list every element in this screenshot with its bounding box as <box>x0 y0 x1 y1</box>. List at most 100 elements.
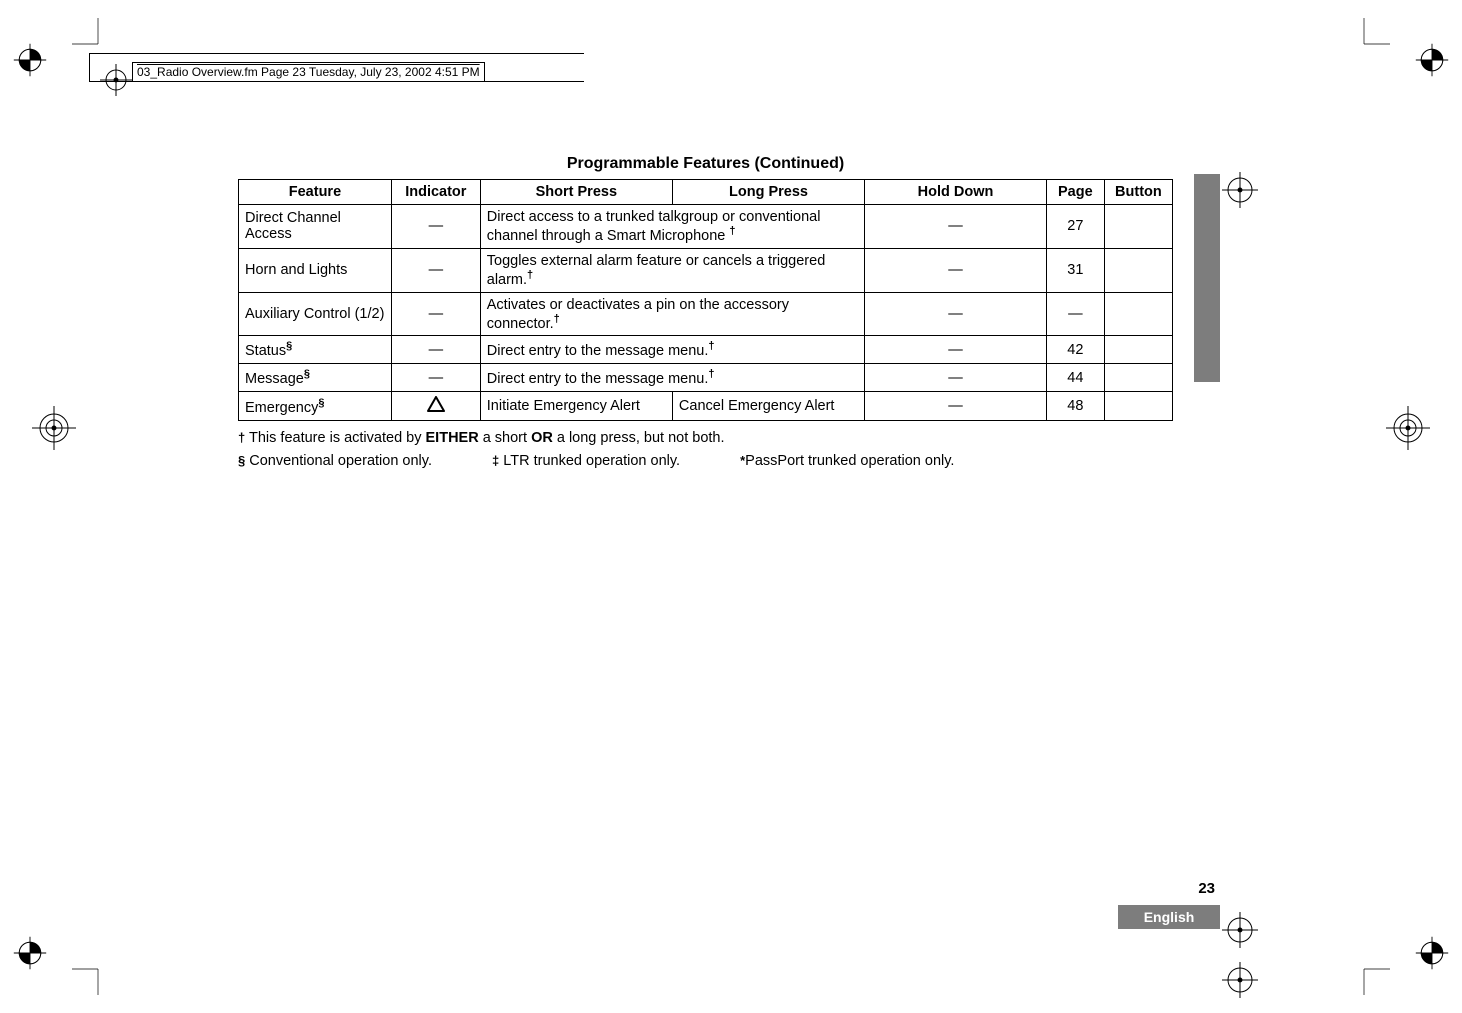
footnote-item: ‡ LTR trunked operation only. <box>492 453 708 469</box>
cell-button <box>1104 364 1172 392</box>
reg-mark-top-left <box>12 42 48 78</box>
footnotes: † This feature is activated by EITHER a … <box>238 427 1173 473</box>
dagger-mark: † <box>708 368 714 380</box>
dagger-mark: † <box>554 313 560 325</box>
cell-hold: — <box>865 364 1047 392</box>
footnote-bold: OR <box>531 430 553 446</box>
col-feature: Feature <box>239 180 392 205</box>
cell-press-text: Direct entry to the message menu. <box>487 371 709 387</box>
cell-hold: — <box>865 336 1047 364</box>
page-number: 23 <box>1198 880 1215 897</box>
cell-feature: Direct Channel Access <box>239 205 392 249</box>
cell-page: 31 <box>1046 248 1104 292</box>
cell-button <box>1104 205 1172 249</box>
col-page: Page <box>1046 180 1104 205</box>
cell-button <box>1104 248 1172 292</box>
page-content: Programmable Features (Continued) Featur… <box>238 155 1173 474</box>
cell-feature-text: Message <box>245 371 304 387</box>
cell-page: — <box>1046 292 1104 336</box>
crosshair-topright-inner <box>1218 168 1262 212</box>
footnote-bold: EITHER <box>426 430 479 446</box>
col-long-press: Long Press <box>672 180 864 205</box>
cell-page: 48 <box>1046 392 1104 421</box>
cell-feature: Auxiliary Control (1/2) <box>239 292 392 336</box>
cell-feature: Horn and Lights <box>239 248 392 292</box>
cell-hold: — <box>865 205 1047 249</box>
cell-press-merged: Direct entry to the message menu.† <box>480 364 864 392</box>
cell-page: 42 <box>1046 336 1104 364</box>
crosshair-right-2 <box>1218 908 1262 952</box>
table-row: Direct Channel Access — Direct access to… <box>239 205 1173 249</box>
section-tab <box>1194 174 1220 382</box>
cell-short-press: Initiate Emergency Alert <box>480 392 672 421</box>
cell-press-text: Activates or deactivates a pin on the ac… <box>487 297 789 332</box>
cell-indicator: — <box>391 336 480 364</box>
col-short-press: Short Press <box>480 180 672 205</box>
cell-indicator: — <box>391 205 480 249</box>
dagger-mark: † <box>527 269 533 281</box>
table-row: Message§ — Direct entry to the message m… <box>239 364 1173 392</box>
footnote-line-1: † This feature is activated by EITHER a … <box>238 427 1173 450</box>
triangle-alert-icon <box>427 396 445 416</box>
cell-long-press: Cancel Emergency Alert <box>672 392 864 421</box>
crop-tr <box>1356 18 1390 52</box>
crosshair-right-3 <box>1218 958 1262 1002</box>
cell-press-text: Toggles external alarm feature or cancel… <box>487 253 826 288</box>
reg-mark-top-right <box>1414 42 1450 78</box>
header-hairline <box>89 53 584 82</box>
cell-button <box>1104 292 1172 336</box>
crosshair-right-1 <box>1386 406 1430 450</box>
cell-page: 27 <box>1046 205 1104 249</box>
section-mark: § <box>286 340 292 352</box>
cell-press-text: Direct access to a trunked talkgroup or … <box>487 209 821 244</box>
table-caption: Programmable Features (Continued) <box>238 155 1173 173</box>
cell-hold: — <box>865 248 1047 292</box>
cell-hold: — <box>865 392 1047 421</box>
dagger-mark: † <box>708 340 714 352</box>
reg-mark-bottom-left <box>12 935 48 971</box>
section-mark: § <box>318 397 324 409</box>
crop-bl <box>72 961 106 995</box>
cell-hold: — <box>865 292 1047 336</box>
footnote-text: This feature is activated by <box>245 430 425 446</box>
footnote-text: LTR trunked operation only. <box>499 453 680 469</box>
section-mark: § <box>304 368 310 380</box>
cell-feature: Emergency§ <box>239 392 392 421</box>
footnote-item: § Conventional operation only. <box>238 453 460 469</box>
cell-press-merged: Direct entry to the message menu.† <box>480 336 864 364</box>
cell-press-merged: Toggles external alarm feature or cancel… <box>480 248 864 292</box>
footnote-item: *PassPort trunked operation only. <box>740 453 982 469</box>
footnote-text: a short <box>479 430 531 446</box>
dagger-mark: † <box>729 225 735 237</box>
cell-press-merged: Activates or deactivates a pin on the ac… <box>480 292 864 336</box>
cell-feature: Status§ <box>239 336 392 364</box>
cell-indicator: — <box>391 248 480 292</box>
features-table: Feature Indicator Short Press Long Press… <box>238 179 1173 421</box>
reg-mark-bottom-right <box>1414 935 1450 971</box>
language-tab: English <box>1118 905 1220 929</box>
cell-page: 44 <box>1046 364 1104 392</box>
footnote-text: Conventional operation only. <box>245 453 432 469</box>
section-tab-label: RADIO OVERVIEW <box>1198 0 1215 180</box>
cell-press-text: Direct entry to the message menu. <box>487 343 709 359</box>
footnote-line-2: § Conventional operation only. ‡ LTR tru… <box>238 450 1173 473</box>
cell-press-merged: Direct access to a trunked talkgroup or … <box>480 205 864 249</box>
cell-indicator: — <box>391 292 480 336</box>
table-row: Horn and Lights — Toggles external alarm… <box>239 248 1173 292</box>
table-row: Auxiliary Control (1/2) — Activates or d… <box>239 292 1173 336</box>
cell-indicator: — <box>391 364 480 392</box>
cell-feature-text: Status <box>245 343 286 359</box>
footnote-text: PassPort trunked operation only. <box>745 453 954 469</box>
cell-indicator <box>391 392 480 421</box>
col-button: Button <box>1104 180 1172 205</box>
cell-feature-text: Emergency <box>245 400 318 416</box>
table-row: Emergency§ Initiate Emergency Alert Canc… <box>239 392 1173 421</box>
cell-feature: Message§ <box>239 364 392 392</box>
cell-button <box>1104 336 1172 364</box>
col-indicator: Indicator <box>391 180 480 205</box>
crop-br <box>1356 961 1390 995</box>
crop-tl <box>72 18 106 52</box>
table-row: Status§ — Direct entry to the message me… <box>239 336 1173 364</box>
footnote-text: a long press, but not both. <box>553 430 725 446</box>
cell-button <box>1104 392 1172 421</box>
